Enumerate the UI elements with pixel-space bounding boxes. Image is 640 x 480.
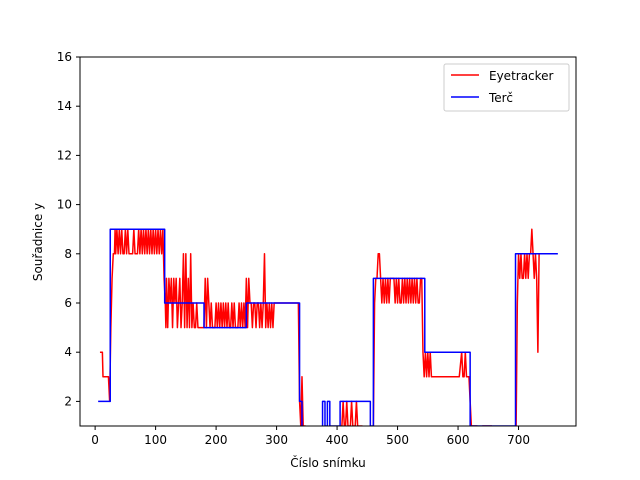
x-tick-label: 100	[144, 433, 167, 447]
x-tick-label: 300	[265, 433, 288, 447]
y-tick-label: 4	[64, 345, 72, 359]
y-tick-label: 12	[57, 148, 72, 162]
y-tick-label: 14	[57, 99, 72, 113]
y-tick-label: 16	[57, 50, 72, 64]
x-tick-label: 700	[507, 433, 530, 447]
series-line-eyetracker	[515, 228, 541, 426]
series-line-terc	[98, 228, 303, 426]
y-tick-label: 2	[64, 394, 72, 408]
x-tick-label: 0	[91, 433, 99, 447]
x-axis-label: Číslo snímku	[290, 455, 366, 470]
x-tick-label: 200	[205, 433, 228, 447]
legend-label-eyetracker: Eyetracker	[489, 69, 554, 83]
y-tick-label: 10	[57, 198, 72, 212]
legend-label-terc: Terč	[488, 91, 513, 105]
y-tick-label: 6	[64, 296, 72, 310]
x-axis: 0 100 200 300 400 500 600 700	[91, 426, 530, 447]
plot-area-frame	[79, 56, 577, 427]
x-tick-label: 400	[326, 433, 349, 447]
series-line-eyetracker	[99, 228, 306, 426]
series-line-eyetracker	[340, 400, 363, 426]
series-line-terc	[321, 253, 558, 426]
series-layer	[98, 228, 558, 426]
x-tick-label: 600	[447, 433, 470, 447]
y-axis-label: Souřadnice y	[31, 203, 45, 281]
series-line-eyetracker	[372, 253, 478, 426]
y-axis: 2 4 6 8 10 12 14 16	[57, 50, 80, 408]
y-tick-label: 8	[64, 247, 72, 261]
x-tick-label: 500	[386, 433, 409, 447]
legend: Eyetracker Terč	[443, 63, 570, 112]
